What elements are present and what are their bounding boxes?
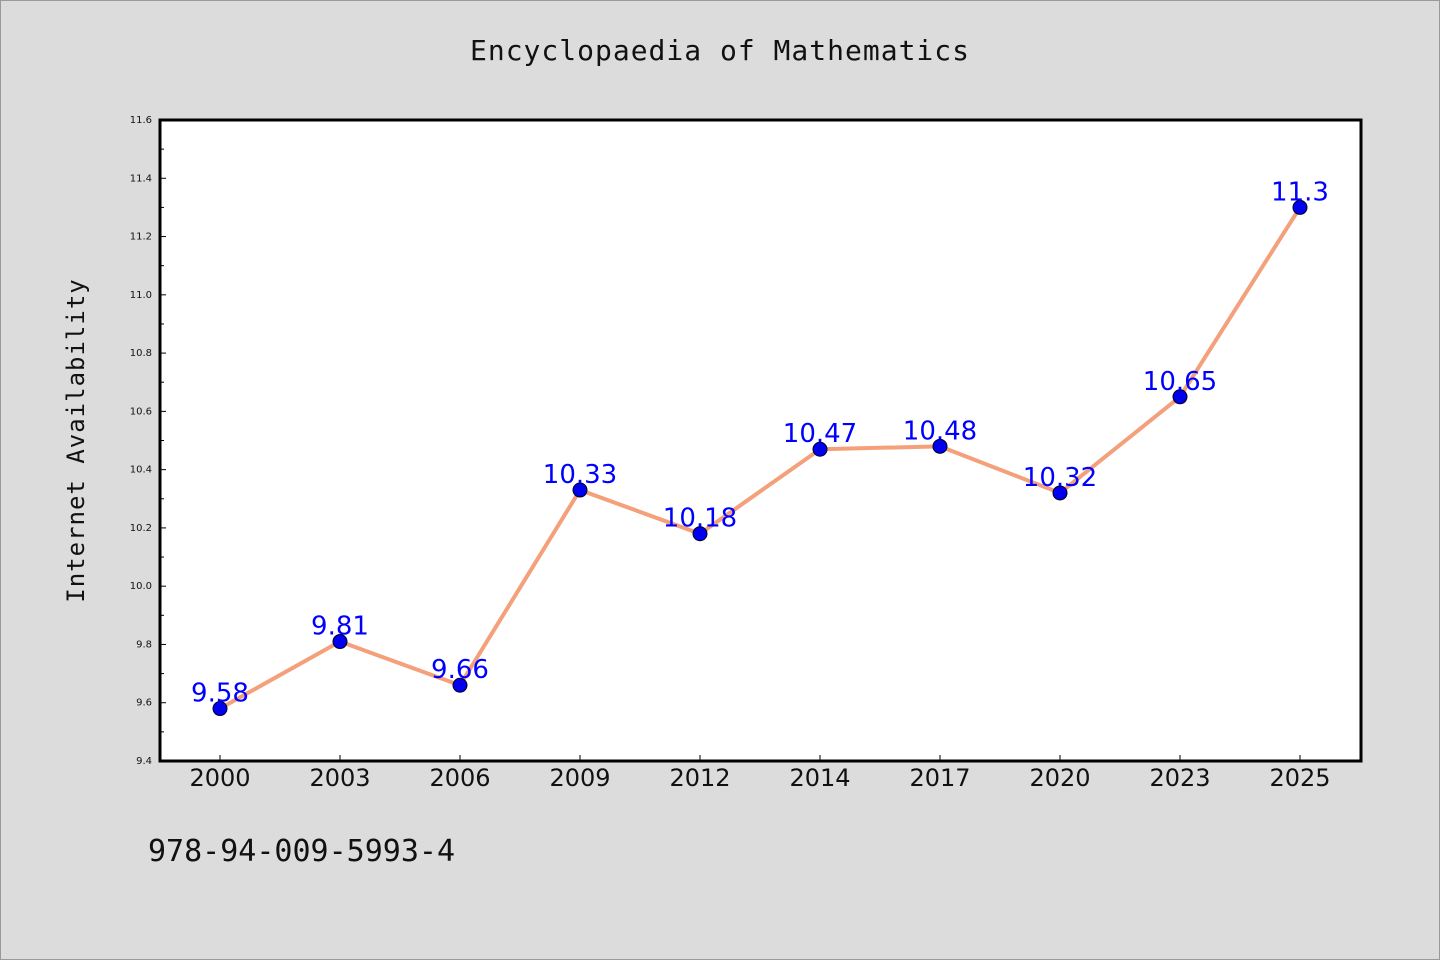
y-tick-label: 9.6 bbox=[136, 698, 152, 709]
data-label: 10.33 bbox=[543, 460, 617, 490]
x-tick-label: 2023 bbox=[1149, 764, 1210, 792]
y-tick-label: 11.6 bbox=[130, 115, 152, 126]
x-tick-label: 2014 bbox=[789, 764, 850, 792]
data-point bbox=[572, 482, 588, 498]
chart-title: Encyclopaedia of Mathematics bbox=[469, 34, 970, 67]
y-tick-label: 11.0 bbox=[130, 290, 152, 301]
x-axis: 2000 2003 2006 2009 2012 2014 2017 2020 2023 2025 bbox=[189, 755, 1331, 792]
series-layer: 9.58 9.81 9.66 10.33 10.18 10.47 10.48 10.32 10.… bbox=[191, 177, 1329, 717]
data-point bbox=[1172, 389, 1188, 405]
data-point bbox=[932, 438, 948, 454]
data-point bbox=[212, 701, 228, 717]
data-point bbox=[1292, 199, 1308, 215]
data-label: 9.58 bbox=[191, 679, 249, 709]
y-tick-label: 10.4 bbox=[130, 465, 152, 476]
x-tick-label: 2006 bbox=[429, 764, 490, 792]
x-tick-label: 2025 bbox=[1269, 764, 1330, 792]
series-line bbox=[219, 206, 1302, 711]
data-point bbox=[332, 634, 348, 650]
data-label: 10.65 bbox=[1143, 367, 1217, 397]
y-tick-label: 10.0 bbox=[130, 581, 152, 592]
x-tick-label: 2020 bbox=[1029, 764, 1090, 792]
data-label: 9.66 bbox=[431, 655, 489, 685]
x-tick-label: 2009 bbox=[549, 764, 610, 792]
data-label: 11.3 bbox=[1271, 177, 1329, 207]
data-point bbox=[1052, 485, 1068, 501]
data-label: 10.32 bbox=[1023, 463, 1097, 493]
x-tick-label: 2017 bbox=[909, 764, 970, 792]
x-tick-label: 2003 bbox=[309, 764, 370, 792]
y-tick-label: 9.4 bbox=[136, 756, 152, 767]
y-axis: 9.4 9.6 9.8 10.0 10.2 10.4 10.6 10.8 11.0 11.2 11.… bbox=[130, 115, 166, 767]
x-tick-label: 2012 bbox=[669, 764, 730, 792]
isbn-code: 978-94-009-5993-4 bbox=[148, 834, 456, 869]
data-point bbox=[452, 677, 468, 693]
y-tick-label: 11.2 bbox=[130, 232, 152, 243]
y-tick-label: 9.8 bbox=[136, 639, 152, 650]
data-label: 10.48 bbox=[903, 416, 977, 446]
y-tick-label: 11.4 bbox=[130, 173, 152, 184]
y-tick-label: 10.2 bbox=[130, 523, 152, 534]
data-point bbox=[812, 441, 828, 457]
x-tick-label: 2000 bbox=[189, 764, 250, 792]
data-point bbox=[692, 526, 708, 542]
plot-area bbox=[158, 118, 1363, 763]
y-tick-label: 10.6 bbox=[130, 406, 152, 417]
y-tick-label: 10.8 bbox=[130, 348, 152, 359]
data-label: 10.18 bbox=[663, 504, 737, 534]
data-label: 9.81 bbox=[311, 612, 369, 642]
data-label: 10.47 bbox=[783, 419, 857, 449]
y-axis-label: Internet Availability bbox=[62, 278, 90, 602]
